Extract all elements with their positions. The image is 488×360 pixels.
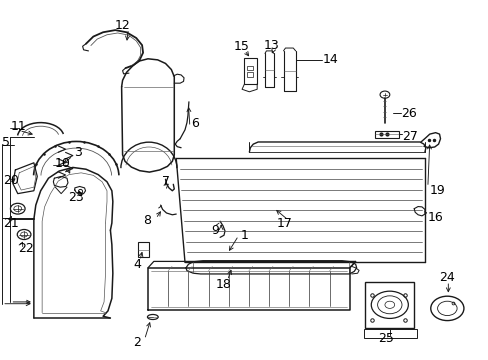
Text: 19: 19 xyxy=(429,184,445,197)
Text: 8: 8 xyxy=(142,214,151,227)
Bar xyxy=(365,282,413,328)
Text: 23: 23 xyxy=(68,191,84,204)
Text: 16: 16 xyxy=(427,211,442,224)
Text: 7: 7 xyxy=(161,175,169,188)
Text: 21: 21 xyxy=(3,217,19,230)
Text: 10: 10 xyxy=(54,157,70,170)
Bar xyxy=(374,131,398,138)
Text: 4: 4 xyxy=(133,258,141,271)
Bar xyxy=(246,66,252,70)
Text: 24: 24 xyxy=(438,271,454,284)
Text: 12: 12 xyxy=(115,19,130,32)
Text: 15: 15 xyxy=(234,40,249,53)
Text: 2: 2 xyxy=(133,336,141,348)
Bar xyxy=(246,72,252,77)
Text: 9: 9 xyxy=(211,224,219,238)
Text: 18: 18 xyxy=(216,278,231,291)
Bar xyxy=(363,329,416,338)
Text: 14: 14 xyxy=(322,53,338,66)
Text: 13: 13 xyxy=(263,39,279,52)
Text: 3: 3 xyxy=(74,145,81,158)
Text: 25: 25 xyxy=(377,332,393,345)
Text: 11: 11 xyxy=(10,121,26,134)
Bar xyxy=(244,58,257,84)
Text: 20: 20 xyxy=(3,174,19,186)
Text: 22: 22 xyxy=(18,242,34,255)
Text: 27: 27 xyxy=(402,130,418,143)
Text: 1: 1 xyxy=(240,229,248,242)
Bar xyxy=(138,242,149,257)
Text: 17: 17 xyxy=(276,217,292,230)
Text: 26: 26 xyxy=(401,107,416,120)
Text: 5: 5 xyxy=(2,136,10,149)
Text: 6: 6 xyxy=(190,117,198,130)
